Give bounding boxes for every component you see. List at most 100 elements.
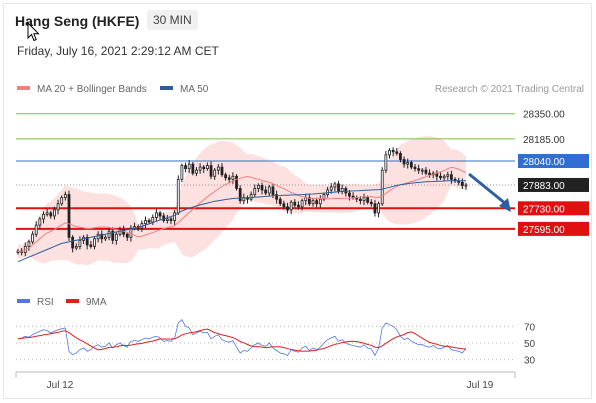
candle: [329, 182, 333, 194]
price-level-label: 27883.00: [523, 181, 565, 192]
candle: [442, 174, 446, 181]
candle: [216, 164, 220, 175]
interval-badge[interactable]: 30 MIN: [147, 10, 198, 30]
candle-down-body: [358, 198, 362, 202]
price-level-badge: [518, 177, 589, 192]
candle-down-body: [348, 192, 351, 197]
legend: MA 20 + Bollinger Bands MA 50 Research ©…: [17, 84, 584, 95]
candle-down-body: [293, 201, 297, 206]
ma9-legend-swatch: [66, 299, 79, 303]
candle-down-body: [202, 166, 206, 170]
candle: [311, 198, 315, 207]
candle-up-body: [118, 229, 122, 235]
rsi-line: [17, 319, 467, 357]
candle-down-body: [402, 159, 406, 165]
candle: [125, 232, 129, 241]
candle-up-body: [322, 194, 326, 200]
ma50-legend-swatch: [160, 86, 173, 90]
candle-up-body: [380, 169, 384, 205]
price-level-label: 27730.00: [523, 204, 565, 215]
candle-down-body: [424, 169, 428, 174]
candle-up-body: [60, 197, 64, 205]
rsi-legend-label: RSI: [37, 297, 54, 308]
candle-up-body: [318, 198, 322, 205]
candle: [373, 199, 377, 217]
candle: [67, 190, 71, 241]
candle-up-body: [388, 149, 391, 156]
candle-down-body: [227, 177, 231, 180]
candle: [85, 234, 89, 250]
candle: [439, 172, 442, 180]
candle: [114, 232, 118, 245]
candle-down-body: [366, 197, 370, 203]
price-level-label: 27595.00: [523, 225, 565, 236]
candle: [191, 161, 195, 176]
candle: [286, 202, 289, 214]
candle-up-body: [176, 178, 180, 214]
candle-down-body: [297, 204, 300, 208]
candle-up-body: [78, 239, 82, 247]
candle-down-body: [162, 215, 166, 221]
candle-down-body: [286, 206, 289, 211]
candle: [402, 156, 406, 168]
candle-down-body: [413, 166, 417, 170]
candle: [198, 163, 202, 174]
candle-up-body: [256, 185, 260, 189]
candle-down-body: [260, 185, 264, 191]
candle-down-body: [67, 194, 71, 238]
candle: [322, 192, 326, 202]
candle-up-body: [187, 163, 191, 170]
rsi-ma9-line: [17, 328, 467, 352]
candle-up-body: [464, 184, 468, 187]
target-label: 28350.00: [523, 110, 565, 121]
candle-down-body: [85, 236, 89, 246]
candle-down-body: [184, 165, 187, 170]
candle: [260, 182, 264, 195]
candle: [406, 158, 410, 169]
candle-up-body: [114, 233, 118, 241]
candle: [34, 221, 38, 238]
candle-up-body: [442, 175, 446, 179]
candle: [267, 184, 271, 196]
candle: [74, 243, 78, 251]
candle-down-body: [111, 230, 115, 241]
candle-up-body: [213, 169, 217, 177]
candle-up-body: [45, 212, 49, 215]
candle: [275, 190, 278, 204]
candle-up-body: [289, 201, 293, 211]
candle: [53, 206, 56, 220]
price-level-badge: [518, 154, 589, 169]
candle: [249, 191, 253, 202]
candle-up-body: [56, 203, 60, 211]
candle-up-body: [38, 218, 42, 226]
candle: [446, 171, 450, 180]
pivot-label: 28040.00: [518, 154, 589, 169]
candle-up-body: [267, 186, 271, 194]
rsi-tick-label: 30: [524, 356, 536, 367]
candle-up-body: [384, 154, 388, 171]
candle: [417, 164, 421, 174]
price-level-badge: [518, 221, 589, 236]
candle: [169, 216, 173, 225]
candle-up-body: [42, 214, 45, 220]
target-label: 28185.00: [523, 135, 565, 146]
mouse-cursor-icon: [27, 22, 40, 42]
candle: [111, 227, 115, 244]
candle: [63, 191, 67, 201]
candle-up-body: [31, 233, 34, 243]
candle: [104, 235, 107, 241]
candle-down-body: [460, 181, 464, 186]
forecast-arrow: [468, 172, 511, 212]
candle: [147, 218, 151, 225]
candle: [107, 228, 111, 241]
candle-up-body: [216, 166, 220, 171]
candle: [362, 193, 366, 206]
candle-down-body: [307, 197, 311, 205]
candle: [60, 195, 64, 206]
ma50-legend-label: MA 50: [180, 84, 209, 95]
candle-down-body: [169, 218, 173, 221]
candle: [231, 172, 235, 184]
candle-down-body: [278, 198, 282, 205]
candle-up-body: [377, 203, 380, 214]
